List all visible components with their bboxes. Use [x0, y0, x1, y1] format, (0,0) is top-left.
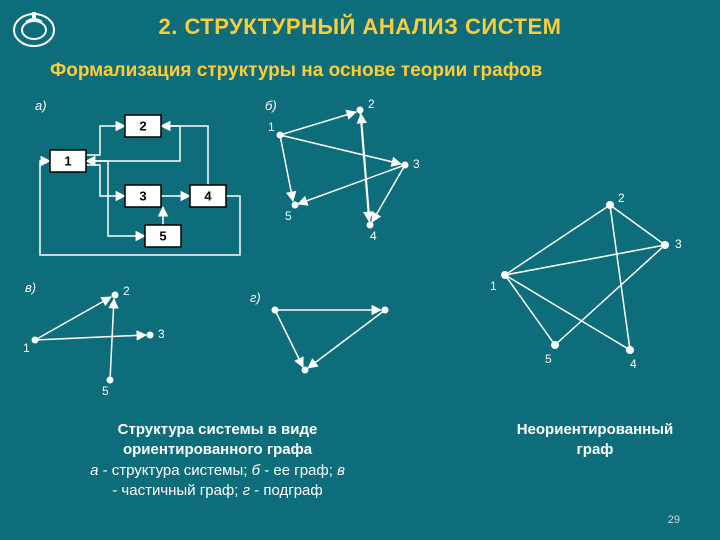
- panel-v-graph: в) 1 2 3 5: [20, 280, 190, 400]
- svg-text:2: 2: [123, 284, 130, 298]
- panel-a-block-diagram: а) 1 2 3 4 5: [30, 95, 260, 270]
- block-3: 3: [125, 185, 161, 207]
- svg-text:4: 4: [370, 229, 377, 243]
- page-subtitle: Формализация структуры на основе теории …: [50, 60, 542, 82]
- undirected-graph: 1 2 3 4 5: [480, 190, 700, 390]
- svg-text:5: 5: [159, 229, 166, 244]
- svg-text:5: 5: [102, 384, 109, 398]
- block-4: 4: [190, 185, 226, 207]
- svg-text:4: 4: [630, 357, 637, 371]
- svg-text:2: 2: [368, 97, 375, 111]
- panel-a-label: а): [35, 98, 47, 113]
- panel-b-graph: б) 1 2 3 4 5: [260, 95, 440, 255]
- panel-v-label: в): [25, 280, 36, 295]
- svg-text:5: 5: [285, 209, 292, 223]
- svg-text:3: 3: [158, 327, 165, 341]
- panel-g-graph: г): [250, 290, 420, 400]
- caption-left: Структура системы в виде ориентированног…: [45, 420, 390, 501]
- svg-text:2: 2: [618, 191, 625, 205]
- svg-text:1: 1: [23, 341, 30, 355]
- svg-text:4: 4: [204, 189, 212, 204]
- svg-text:5: 5: [545, 352, 552, 366]
- block-5: 5: [145, 225, 181, 247]
- panel-b-label: б): [265, 98, 277, 113]
- svg-text:1: 1: [268, 120, 275, 134]
- caption-right: Неориентированный граф: [500, 420, 690, 461]
- svg-text:1: 1: [490, 279, 497, 293]
- block-1: 1: [50, 150, 86, 172]
- svg-text:3: 3: [413, 157, 420, 171]
- panel-g-label: г): [250, 290, 261, 305]
- svg-text:2: 2: [139, 119, 146, 134]
- block-2: 2: [125, 115, 161, 137]
- svg-text:3: 3: [675, 237, 682, 251]
- page-number: 29: [668, 514, 680, 526]
- svg-text:1: 1: [64, 154, 71, 169]
- svg-text:3: 3: [139, 189, 146, 204]
- page-title: 2. СТРУКТУРНЫЙ АНАЛИЗ СИСТЕМ: [0, 14, 720, 40]
